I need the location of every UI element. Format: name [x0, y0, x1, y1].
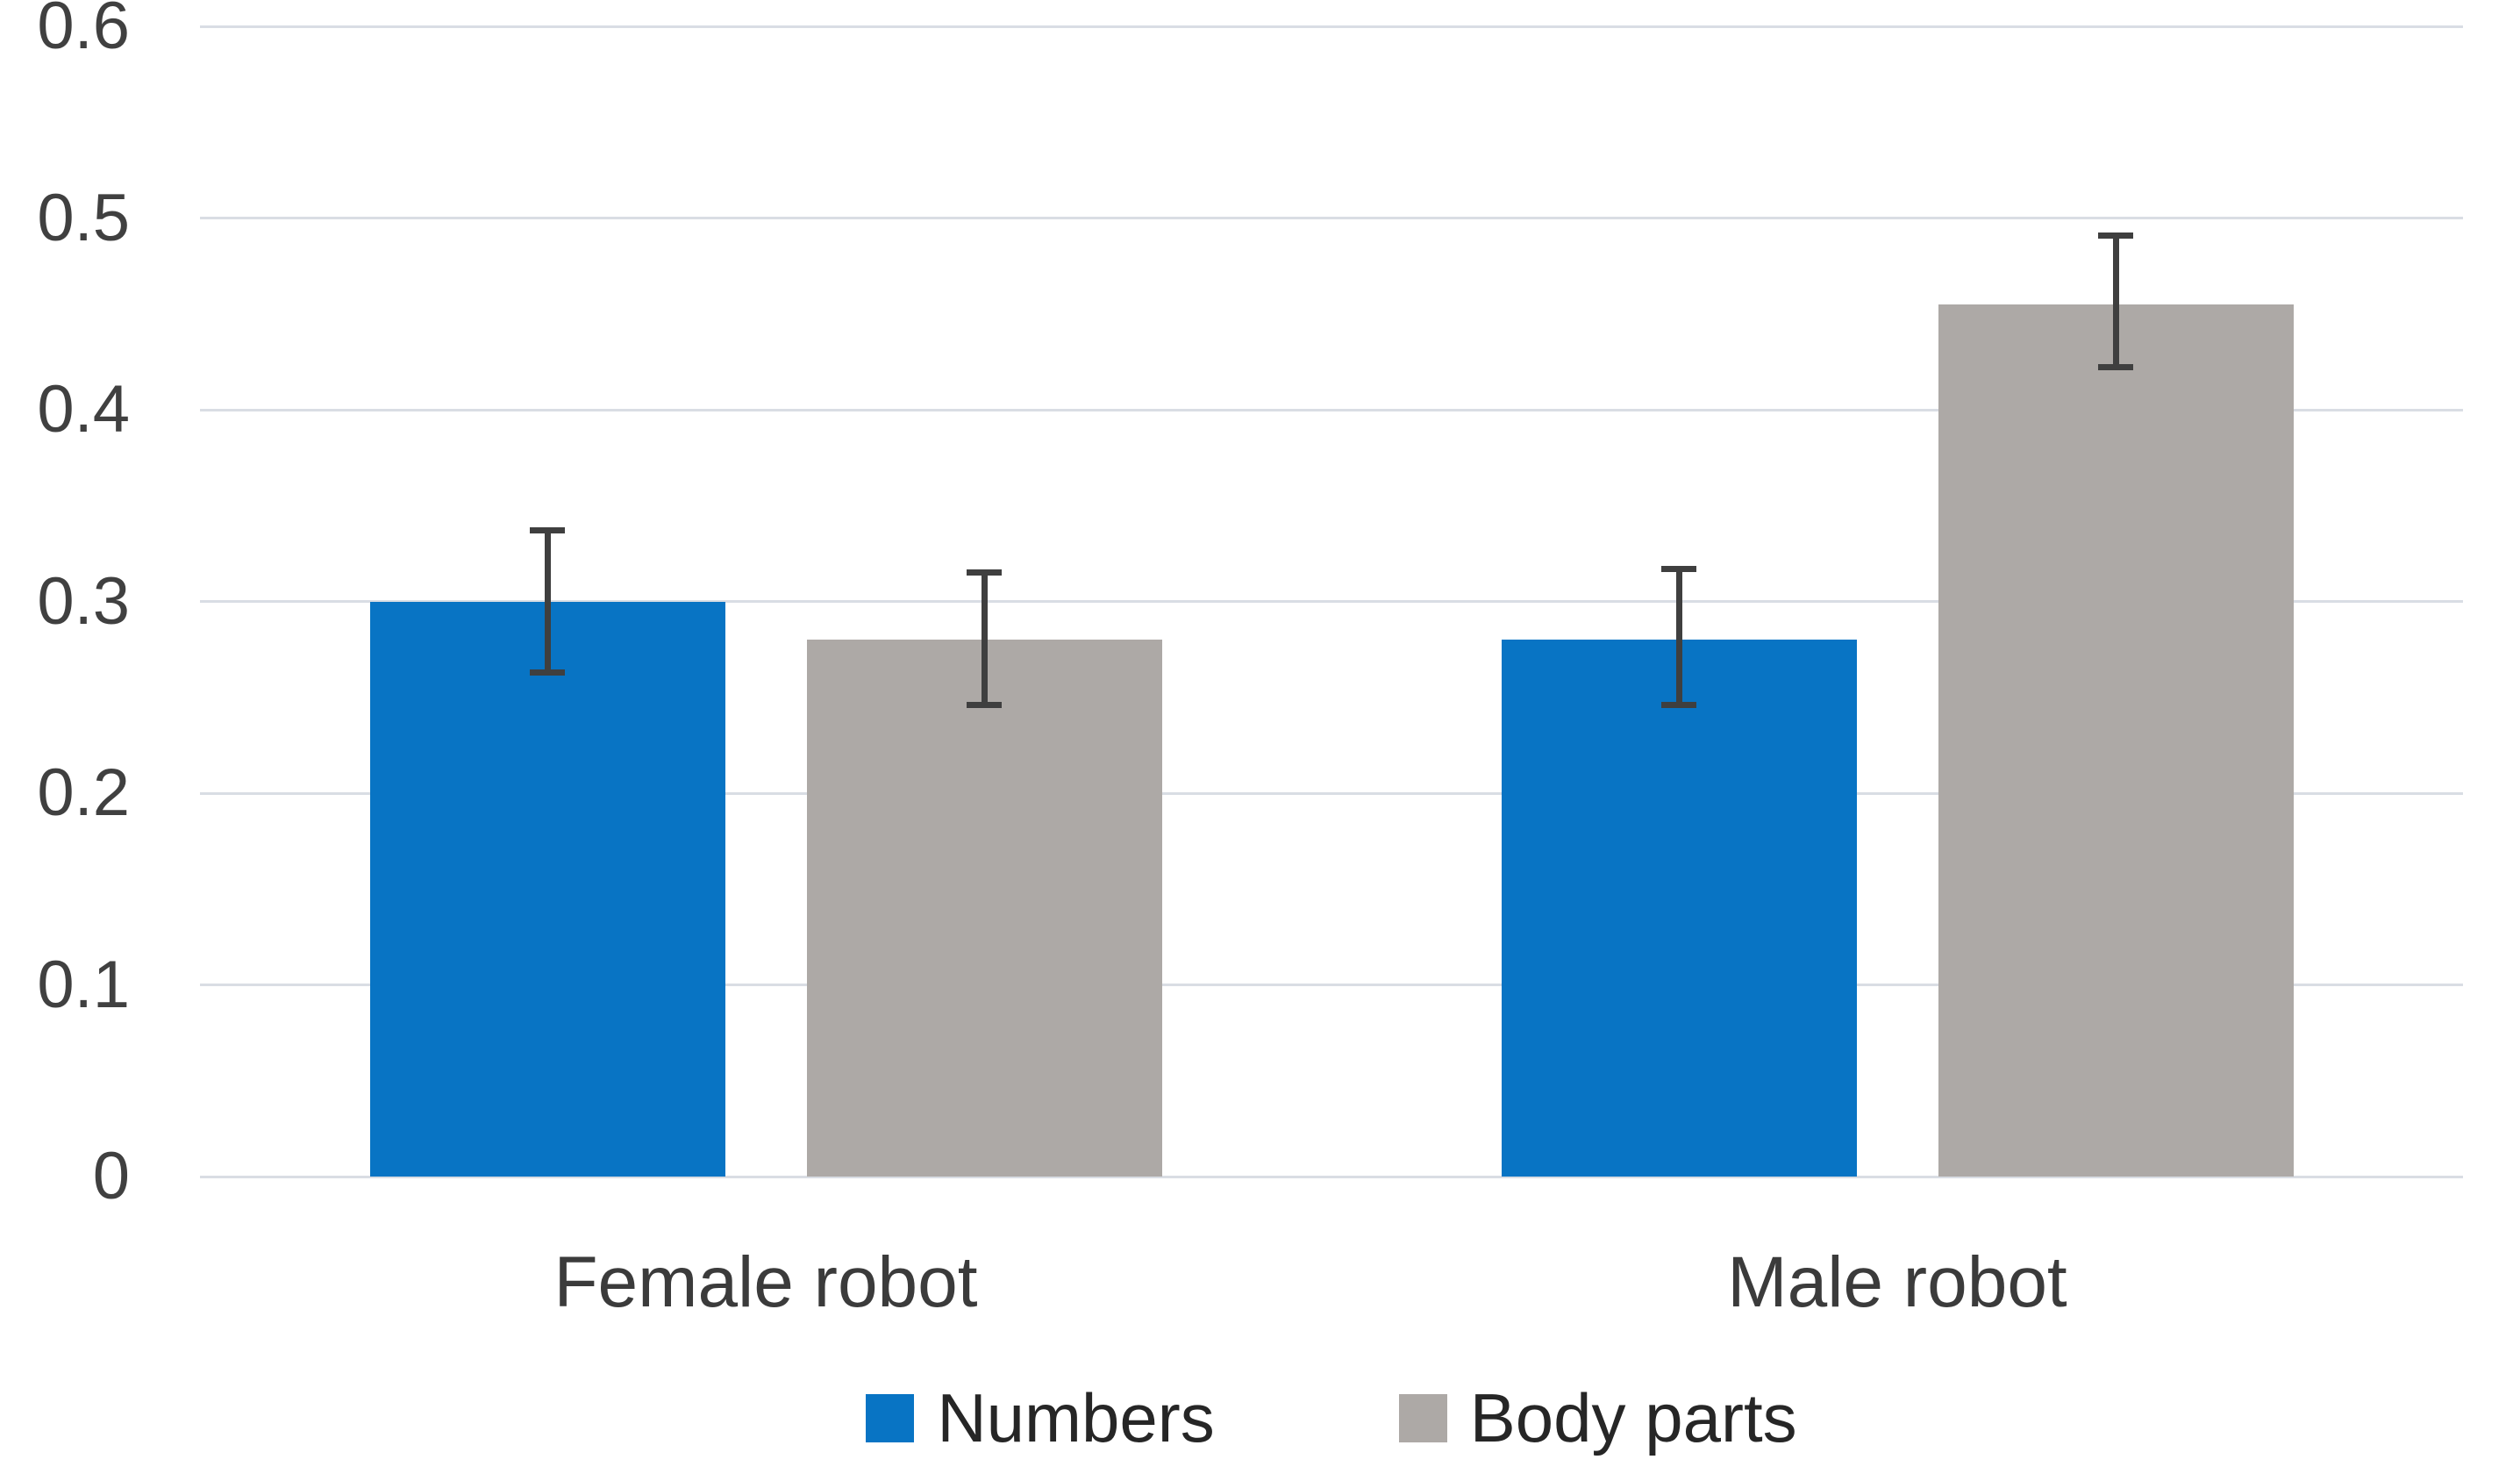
- error-bar-body-parts-male-robot: [2112, 235, 2119, 368]
- y-tick-label: 0.5: [37, 180, 130, 255]
- y-tick-label: 0.4: [37, 372, 130, 447]
- error-bar-body-parts-male-robot-top-cap: [2098, 232, 2133, 239]
- error-bar-numbers-female-robot-bottom-cap: [530, 669, 565, 676]
- y-tick-label: 0: [92, 1139, 130, 1213]
- legend-label-body-parts: Body parts: [1469, 1378, 1797, 1456]
- bar-numbers-male-robot: [1501, 640, 1857, 1177]
- gridline: [200, 25, 2463, 28]
- category-label-male-robot: Male robot: [1727, 1242, 2067, 1322]
- y-tick-label: 0.3: [37, 563, 130, 639]
- legend-swatch-numbers: [866, 1393, 915, 1442]
- error-bar-body-parts-female-robot-bottom-cap: [967, 701, 1002, 708]
- gridline: [200, 217, 2463, 219]
- bar-body-parts-male-robot: [1938, 304, 2294, 1177]
- gridline: [200, 600, 2463, 603]
- error-bar-numbers-male-robot: [1675, 569, 1682, 705]
- error-bar-body-parts-female-robot-top-cap: [967, 569, 1002, 576]
- bar-numbers-female-robot: [369, 601, 725, 1177]
- legend: Numbers Body parts: [200, 1376, 2463, 1460]
- legend-item-numbers: Numbers: [866, 1378, 1215, 1458]
- error-bar-body-parts-male-robot-bottom-cap: [2098, 364, 2133, 371]
- error-bar-numbers-female-robot-top-cap: [530, 527, 565, 534]
- gridline: [200, 791, 2463, 795]
- gridline: [200, 408, 2463, 411]
- error-bar-body-parts-female-robot: [981, 572, 988, 705]
- gridline: [200, 984, 2463, 986]
- legend-swatch-body-parts: [1398, 1393, 1447, 1442]
- gridline: [200, 1175, 2463, 1178]
- y-tick-label: 0.2: [37, 755, 130, 830]
- legend-label-numbers: Numbers: [937, 1378, 1215, 1456]
- legend-item-body-parts: Body parts: [1398, 1378, 1797, 1458]
- y-tick-label: 0.1: [37, 947, 130, 1022]
- bar-body-parts-female-robot: [806, 640, 1162, 1177]
- y-tick-label: 0.6: [37, 0, 130, 63]
- category-label-female-robot: Female robot: [553, 1242, 978, 1322]
- error-bar-numbers-male-robot-bottom-cap: [1661, 701, 1696, 708]
- error-bar-numbers-male-robot-top-cap: [1661, 565, 1696, 572]
- error-bar-numbers-female-robot: [544, 530, 551, 673]
